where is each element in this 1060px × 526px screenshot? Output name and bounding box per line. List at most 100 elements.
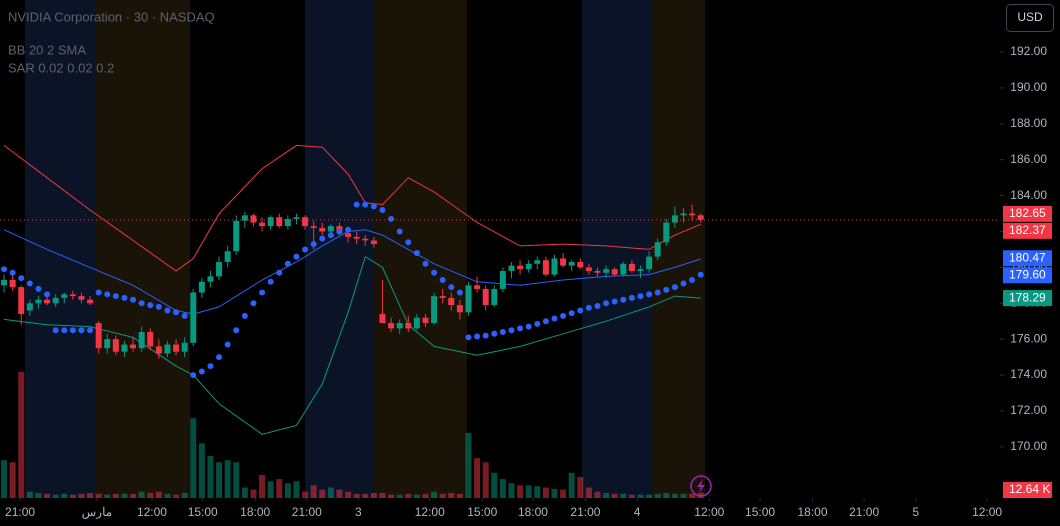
sar-dot [663, 286, 670, 293]
sar-dot [112, 293, 119, 300]
sar-dot [155, 303, 162, 310]
candle-body [104, 339, 111, 349]
sar-dot [499, 329, 506, 335]
volume-bar [663, 492, 670, 498]
session-post [95, 0, 190, 498]
sar-dot [130, 296, 137, 303]
sar-dot [18, 275, 25, 282]
volume-bar [9, 462, 16, 498]
candle-body [293, 217, 300, 219]
x-tick-label: 12:00 [972, 505, 1002, 519]
candle-body [69, 294, 76, 297]
candle-body [413, 317, 420, 329]
candle-body [87, 299, 94, 304]
volume-bar [671, 493, 678, 498]
volume-bar [534, 486, 541, 498]
sar-dot [293, 253, 300, 260]
volume-bar [138, 491, 145, 498]
x-tick-label: 5 [912, 505, 919, 519]
candle-body [241, 215, 248, 221]
alert-icon[interactable] [690, 475, 712, 497]
currency-button[interactable] [1006, 4, 1054, 32]
candle-body [603, 269, 610, 273]
volume-bar [61, 493, 68, 498]
alert-bolt[interactable] [697, 479, 705, 493]
x-tick-label: 21:00 [292, 505, 322, 519]
volume-bar [18, 371, 25, 498]
sar-dot [542, 318, 549, 325]
currency-label[interactable]: USD [1017, 10, 1043, 24]
sar-dot [697, 271, 704, 278]
volume-bar [379, 492, 386, 498]
candle-body [628, 263, 635, 271]
volume-bar [155, 491, 162, 498]
x-tick-label: 12:00 [415, 505, 445, 519]
sar-dot [241, 312, 248, 319]
price-label-box [1003, 267, 1052, 284]
candle-body [525, 263, 532, 270]
sar-dot [233, 327, 240, 334]
sar-dot [637, 293, 644, 300]
candle-body [388, 323, 395, 329]
volume-bar [345, 491, 352, 498]
sar-dot [35, 285, 42, 292]
volume-bar [491, 472, 498, 498]
candle-body [18, 287, 25, 315]
candle-body [689, 213, 696, 216]
sar-dot [319, 235, 326, 242]
sar-dot [379, 206, 386, 213]
volume-bar [26, 491, 33, 498]
candle-body [52, 297, 59, 304]
candle-body [327, 226, 334, 232]
candle-body [155, 346, 162, 354]
volume-bar [302, 491, 309, 498]
volume-bar [689, 493, 696, 498]
sar-dot [439, 276, 446, 283]
candle-body [646, 256, 653, 270]
candle-body [353, 236, 360, 239]
sar-dot [628, 294, 635, 301]
volume-bar [1, 460, 8, 498]
sar-dot [302, 246, 309, 253]
candle-body [259, 222, 266, 227]
alert-circle[interactable] [690, 475, 712, 497]
candle-body [508, 265, 515, 271]
sar-dot [267, 278, 274, 285]
sar-dot [422, 260, 429, 267]
volume-bar [353, 493, 360, 498]
candle-body [216, 262, 223, 277]
y-tick-label: 176.00 [1010, 331, 1047, 345]
x-tick-label: 18:00 [518, 505, 548, 519]
volume-bar [585, 487, 592, 498]
sar-dot [224, 341, 231, 348]
sar-dot [78, 327, 85, 334]
sar-dot [491, 330, 498, 337]
candle-body [233, 220, 240, 252]
x-tick-label: 3 [355, 505, 362, 519]
sar-dot [689, 276, 696, 283]
session-shading [25, 0, 705, 498]
volume-bar [405, 493, 412, 498]
volume-bar [78, 493, 85, 498]
x-tick-label: 12:00 [137, 505, 167, 519]
volume-bar [577, 476, 584, 498]
volume-bar [336, 489, 343, 498]
sar-dot [327, 232, 334, 239]
x-tick-label: 18:00 [240, 505, 270, 519]
sar-dot [594, 302, 601, 309]
candle-body [284, 218, 291, 227]
sar-dot [310, 241, 317, 248]
volume-bar [568, 472, 575, 498]
volume-bar [594, 491, 601, 498]
volume-bar [327, 487, 334, 498]
sar-dot [577, 307, 584, 314]
volume-label: 12.64 K [1009, 482, 1050, 496]
session-pre [305, 0, 373, 498]
candle-body [138, 332, 145, 349]
candle-body [594, 270, 601, 273]
volume-bar [646, 494, 653, 498]
candle-body [61, 294, 68, 298]
volume-bar [250, 489, 257, 498]
candle-body [456, 305, 463, 313]
